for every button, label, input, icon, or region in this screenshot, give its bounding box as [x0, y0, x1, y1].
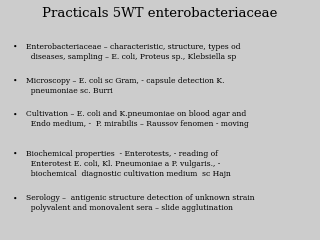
- Text: •: •: [13, 194, 17, 202]
- Text: Microscopy – E. coli sc Gram, - capsule detection K.
  pneumoniae sc. Burri: Microscopy – E. coli sc Gram, - capsule …: [26, 77, 224, 95]
- Text: Serology –  antigenic structure detection of unknown strain
  polyvalent and mon: Serology – antigenic structure detection…: [26, 194, 254, 212]
- Text: •: •: [13, 77, 17, 85]
- Text: •: •: [13, 110, 17, 118]
- Text: Practicals 5WT enterobacteriaceae: Practicals 5WT enterobacteriaceae: [42, 7, 278, 20]
- Text: Cultivation – E. coli and K.pneumoniae on blood agar and
  Endo medium, -  P. mi: Cultivation – E. coli and K.pneumoniae o…: [26, 110, 248, 128]
- Text: •: •: [13, 150, 17, 158]
- Text: •: •: [13, 43, 17, 51]
- Text: Biochemical properties  - Enterotests, - reading of
  Enterotest E. coli, Kl. Pn: Biochemical properties - Enterotests, - …: [26, 150, 230, 178]
- Text: Enterobacteriaceae – characteristic, structure, types od
  diseases, sampling – : Enterobacteriaceae – characteristic, str…: [26, 43, 240, 61]
